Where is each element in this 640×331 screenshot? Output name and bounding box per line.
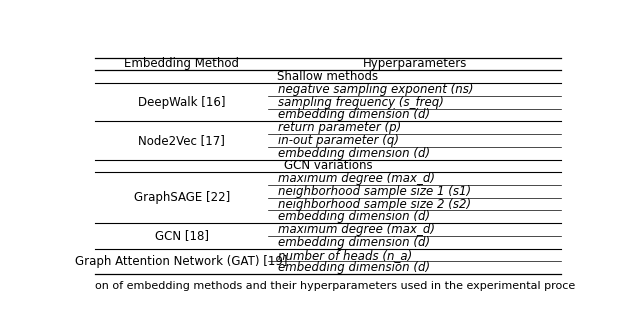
Text: Embedding Method: Embedding Method xyxy=(124,58,239,71)
Text: on of embedding methods and their hyperparameters used in the experimental proce: on of embedding methods and their hyperp… xyxy=(95,281,575,291)
Text: embedding dimension (d): embedding dimension (d) xyxy=(278,109,431,121)
Text: Shallow methods: Shallow methods xyxy=(277,70,379,83)
Text: neighborhood sample size 2 (s2): neighborhood sample size 2 (s2) xyxy=(278,198,472,211)
Text: negative sampling exponent (ns): negative sampling exponent (ns) xyxy=(278,83,474,96)
Text: embedding dimension (d): embedding dimension (d) xyxy=(278,211,431,223)
Text: maximum degree (max_d): maximum degree (max_d) xyxy=(278,172,435,185)
Text: DeepWalk [16]: DeepWalk [16] xyxy=(138,96,225,109)
Text: embedding dimension (d): embedding dimension (d) xyxy=(278,261,431,274)
Text: Hyperparameters: Hyperparameters xyxy=(363,58,467,71)
Text: Graph Attention Network (GAT) [19]: Graph Attention Network (GAT) [19] xyxy=(76,255,288,268)
Text: embedding dimension (d): embedding dimension (d) xyxy=(278,236,431,249)
Text: embedding dimension (d): embedding dimension (d) xyxy=(278,147,431,160)
Text: GCN [18]: GCN [18] xyxy=(155,229,209,243)
Text: return parameter (p): return parameter (p) xyxy=(278,121,402,134)
Text: in-out parameter (q): in-out parameter (q) xyxy=(278,134,399,147)
Text: Node2Vec [17]: Node2Vec [17] xyxy=(138,134,225,147)
Text: number of heads (n_a): number of heads (n_a) xyxy=(278,249,413,261)
Text: neighborhood sample size 1 (s1): neighborhood sample size 1 (s1) xyxy=(278,185,472,198)
Text: GraphSAGE [22]: GraphSAGE [22] xyxy=(134,191,230,204)
Text: maximum degree (max_d): maximum degree (max_d) xyxy=(278,223,435,236)
Text: GCN variations: GCN variations xyxy=(284,160,372,172)
Text: sampling frequency (s_freq): sampling frequency (s_freq) xyxy=(278,96,444,109)
